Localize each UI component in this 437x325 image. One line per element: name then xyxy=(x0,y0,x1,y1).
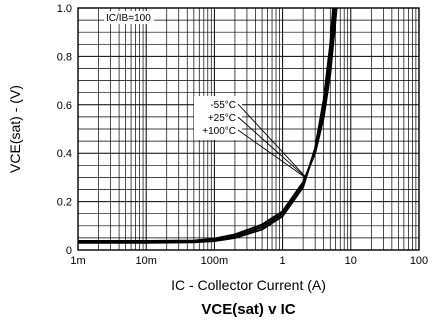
legend-leader-line xyxy=(237,103,307,178)
chart-title: VCE(sat) v IC xyxy=(201,301,295,318)
x-tick-label: 1m xyxy=(70,255,85,267)
condition-label-box: IC/IB=100 xyxy=(104,11,154,24)
y-tick-label: 0.4 xyxy=(57,148,72,160)
x-tick-label: 10m xyxy=(135,255,156,267)
y-tick-label: 0.2 xyxy=(57,197,72,209)
legend-label: -55°C xyxy=(210,100,236,111)
x-axis-label: IC - Collector Current (A) xyxy=(171,277,326,293)
legend-label: +100°C xyxy=(202,126,236,137)
legend-leader-line xyxy=(237,116,307,178)
y-tick-label: 0 xyxy=(66,245,72,257)
x-tick-label: 10 xyxy=(345,255,357,267)
legend-leader-line xyxy=(237,129,306,178)
x-tick-label: 1 xyxy=(280,255,286,267)
x-tick-label: 100m xyxy=(201,255,229,267)
y-axis-label: VCE(sat) - (V) xyxy=(7,85,23,173)
tick-labels: 1m 10m 100m 1 10 100 0 0.2 0.4 0.6 0.8 1.0 xyxy=(57,3,428,267)
x-tick-label: 100 xyxy=(410,255,428,267)
series-line xyxy=(78,8,338,242)
y-tick-label: 0.8 xyxy=(57,51,72,63)
y-tick-label: 1.0 xyxy=(57,3,72,15)
series-lines xyxy=(78,8,338,244)
legend-label: +25°C xyxy=(208,113,236,124)
legend-background xyxy=(194,96,242,140)
condition-label: IC/IB=100 xyxy=(106,13,151,24)
y-tick-label: 0.6 xyxy=(57,100,72,112)
plot-frame xyxy=(77,7,420,251)
legend: -55°C +25°C +100°C xyxy=(194,96,307,178)
grid xyxy=(77,8,419,250)
